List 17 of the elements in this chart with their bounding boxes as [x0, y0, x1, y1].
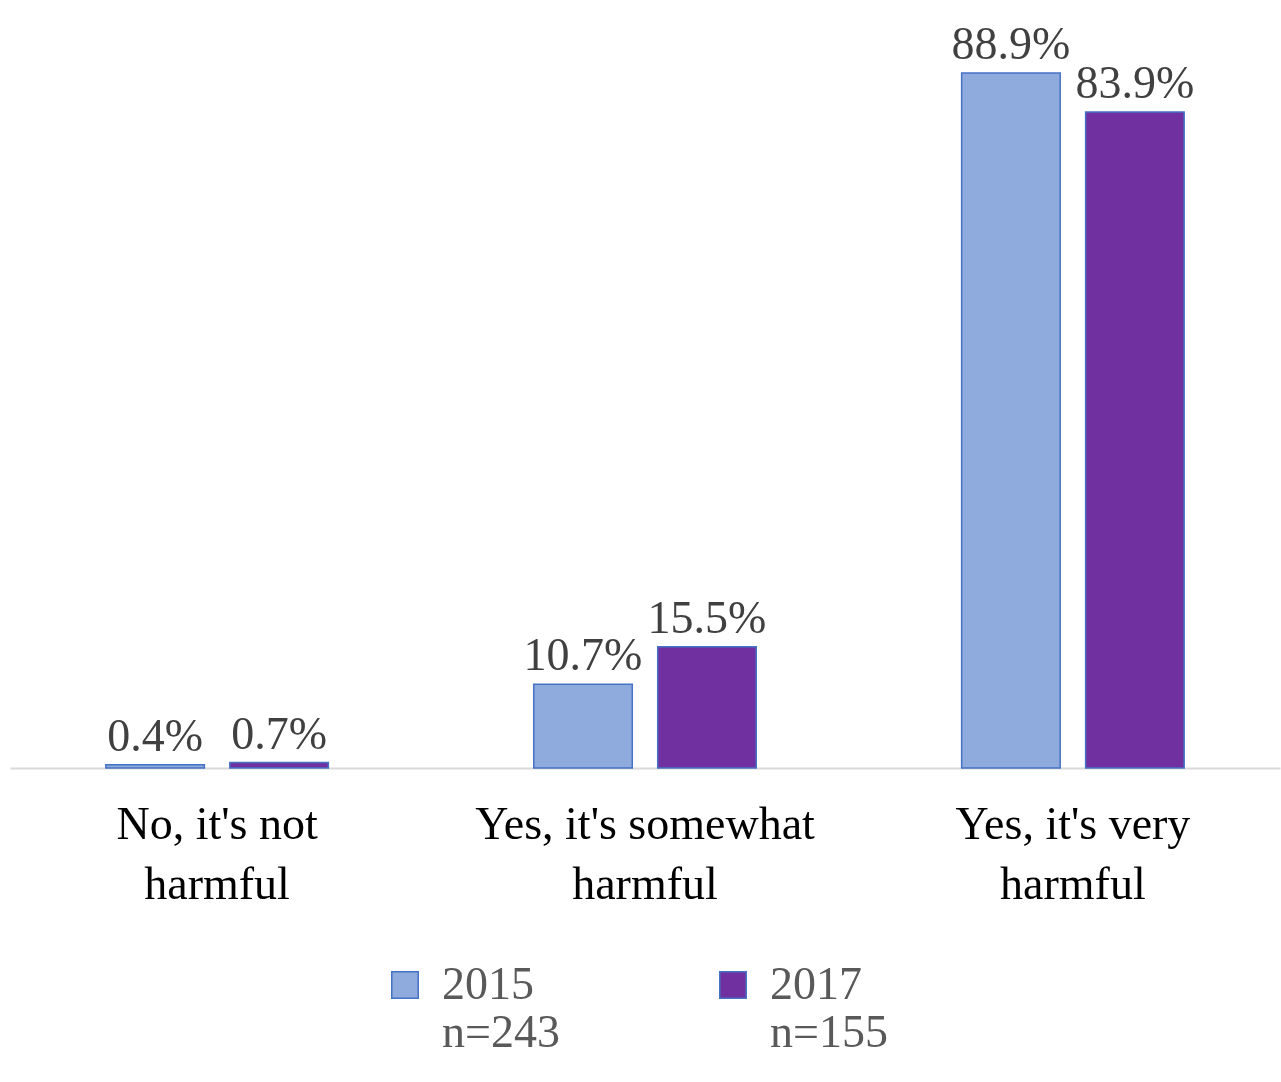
data-label: 88.9% — [951, 18, 1071, 69]
bar — [960, 72, 1061, 769]
x-tick-label: No, it's not harmful — [116, 797, 318, 909]
x-tick-label: Yes, it's somewhat harmful — [475, 797, 816, 909]
data-label: 15.5% — [647, 591, 767, 643]
x-tick-label: Yes, it's very harmful — [955, 797, 1191, 909]
data-label: 0.7% — [231, 707, 327, 759]
data-label: 10.7% — [523, 629, 643, 681]
bar — [533, 683, 634, 769]
data-label: 83.9% — [1075, 57, 1195, 109]
bar — [1084, 111, 1185, 769]
legend-label: 2015 n=243 — [442, 958, 560, 1057]
data-label: 0.4% — [107, 709, 204, 761]
legend-label: 2017 n=155 — [770, 958, 888, 1057]
bar — [229, 761, 330, 769]
bar — [105, 764, 206, 769]
bar — [656, 646, 757, 769]
